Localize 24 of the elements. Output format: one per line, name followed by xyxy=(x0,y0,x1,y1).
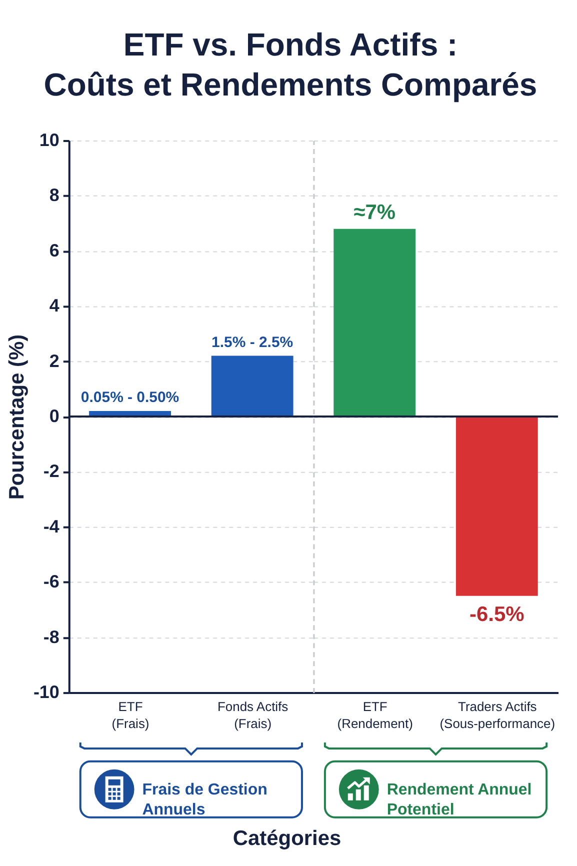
y-tick-label: 6 xyxy=(49,240,60,260)
x-tick-label: ETF (Frais) xyxy=(112,699,150,731)
y-tick-label: -4 xyxy=(43,516,60,536)
data-label: ≈7% xyxy=(354,200,396,224)
y-tick-label: -6 xyxy=(43,572,60,592)
x-axis-title: Catégories xyxy=(232,826,342,850)
annotation: 1.5% - 2.5% xyxy=(212,334,294,351)
y-tick-label: 0 xyxy=(49,406,60,426)
y-tick-label: -2 xyxy=(43,461,60,482)
y-tick-label: 2 xyxy=(49,350,60,371)
chart-title: ETF vs. Fonds Actifs : Coûts et Rendements Comparés xyxy=(44,26,538,103)
data-label: -6.5% xyxy=(470,602,525,626)
y-tick-label: 8 xyxy=(49,185,60,206)
y-tick-label: -10 xyxy=(33,682,60,702)
y-axis-title: Pourcentage (%) xyxy=(5,334,28,500)
annotation: 0.05% - 0.50% xyxy=(80,389,180,406)
y-tick-label: -8 xyxy=(43,626,60,647)
x-tick-label: ETF (Rendement) xyxy=(337,699,413,731)
x-tick-label: Traders Actifs (Sous-performance) xyxy=(440,699,556,731)
y-tick-label: 4 xyxy=(49,296,60,316)
y-tick-label: 10 xyxy=(39,130,60,150)
x-tick-label: Fonds Actifs (Frais) xyxy=(217,699,289,731)
text: Rendement Annuel Potentiel xyxy=(386,781,532,818)
text: Frais de Gestion Annuels xyxy=(142,781,268,818)
